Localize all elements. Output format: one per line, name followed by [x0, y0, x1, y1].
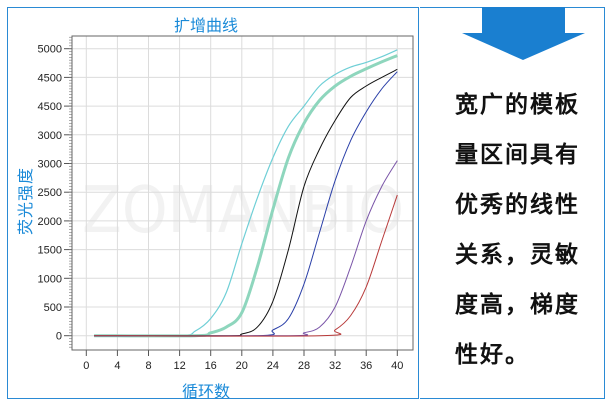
chart-panel	[7, 7, 419, 399]
amplification-curve	[94, 49, 398, 337]
x-tick-label: 32	[329, 360, 341, 372]
description-text: 宽广的模板 量区间具有 优秀的线性 关系，灵敏 度高，梯度 性好。	[455, 80, 595, 380]
amplification-curve	[94, 54, 398, 338]
x-tick-label: 40	[391, 360, 403, 372]
x-axis-label: 循环数	[181, 382, 230, 401]
x-tick-label: 28	[298, 360, 310, 372]
description-line: 度高，梯度	[455, 291, 580, 318]
y-tick-label: 2500	[38, 187, 62, 199]
amplification-curve	[94, 194, 398, 337]
x-tick-label: 8	[145, 360, 151, 372]
y-tick-label: 1000	[38, 273, 62, 285]
x-tick-label: 4	[114, 360, 120, 372]
x-tick-label: 0	[83, 360, 89, 372]
y-axis-label: 荧光强度	[16, 166, 35, 235]
watermark: ZOMANBIO	[82, 174, 404, 248]
y-tick-label: 5000	[38, 44, 62, 56]
x-tick-label: 36	[360, 360, 372, 372]
y-tick-label: 2000	[38, 216, 62, 228]
chart-title: 扩增曲线	[173, 16, 238, 35]
y-tick-label: 500	[44, 302, 62, 314]
description-line: 宽广的模板	[455, 91, 580, 118]
x-tick-label: 24	[267, 360, 279, 372]
y-tick-label: 1500	[38, 245, 62, 257]
amplification-curve	[94, 68, 398, 337]
y-tick-label: 3000	[38, 130, 62, 142]
x-tick-label: 20	[236, 360, 248, 372]
y-tick-label: 4500	[38, 72, 62, 84]
x-tick-label: 16	[205, 360, 217, 372]
y-tick-label: 4500	[38, 101, 62, 113]
y-tick-label: 3000	[38, 159, 62, 171]
x-tick-label: 12	[173, 360, 185, 372]
plot-frame	[71, 35, 414, 351]
description-line: 优秀的线性	[455, 191, 580, 218]
description-line: 量区间具有	[455, 141, 580, 168]
description-line: 性好。	[455, 341, 530, 368]
amplification-curve	[94, 71, 398, 337]
description-line: 关系，灵敏	[455, 241, 580, 268]
down-arrow-icon	[462, 7, 585, 60]
y-tick-label: 0	[56, 331, 62, 343]
